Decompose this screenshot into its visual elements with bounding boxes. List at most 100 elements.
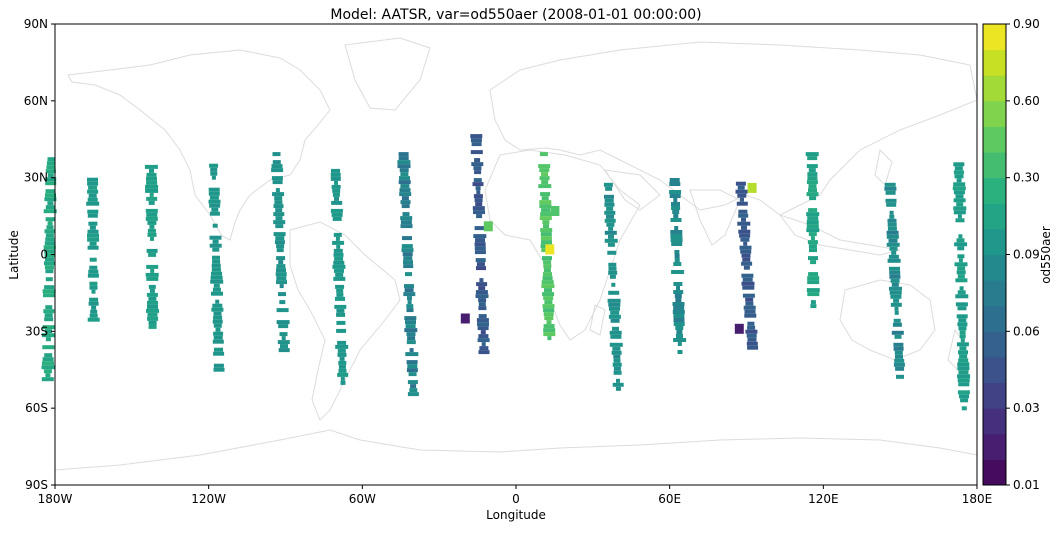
swath-cell	[957, 266, 966, 271]
swath-cell	[212, 223, 218, 228]
swath-cell	[211, 307, 224, 312]
swath-cell	[213, 351, 225, 356]
swath-cell	[45, 193, 56, 198]
swath-cell	[888, 254, 899, 259]
swath-cell	[44, 241, 55, 246]
swath-4	[271, 152, 290, 353]
swath-cell	[739, 233, 751, 238]
swath-cell	[541, 196, 549, 201]
swath-cell	[538, 164, 551, 169]
swath-cell	[403, 260, 413, 265]
colorbar-band	[983, 408, 1006, 435]
swath-cell	[608, 262, 617, 267]
swath-cell	[279, 284, 284, 289]
swath-cell	[340, 376, 345, 381]
swath-cell	[673, 322, 685, 326]
swath-cell	[89, 225, 96, 230]
swath-cell	[954, 174, 964, 179]
swath-cell	[956, 342, 969, 347]
swath-cell	[961, 406, 967, 411]
swath-cell	[42, 345, 55, 350]
swath-cell	[398, 180, 411, 185]
swath-cell	[807, 172, 818, 177]
swath-cell	[274, 240, 285, 245]
swath-cell	[807, 216, 819, 221]
swath-cell	[953, 162, 965, 167]
y-tick-label: 90S	[25, 478, 48, 492]
swath-cell	[743, 265, 750, 270]
y-axis-label: Latitude	[7, 230, 21, 279]
swath-cell	[740, 237, 750, 242]
swath-cell	[675, 326, 684, 330]
swath-cell	[539, 168, 550, 173]
swath-cell	[337, 352, 347, 357]
colorbar-band	[983, 305, 1006, 332]
swath-cell	[610, 318, 620, 323]
swath-cell	[334, 180, 338, 185]
colorbar-band	[983, 100, 1006, 127]
swath-13	[884, 182, 905, 379]
swath-cell	[886, 242, 900, 247]
swath-cell	[333, 232, 342, 237]
swath-cell	[335, 272, 344, 277]
swath-cell	[737, 221, 751, 226]
swath-cell	[893, 318, 901, 323]
swath-cell	[806, 288, 820, 293]
swath-cell	[476, 282, 488, 287]
swath-cell	[400, 184, 410, 189]
swath-cell	[540, 232, 552, 237]
swath-cell	[893, 346, 904, 351]
swath-cell	[671, 202, 680, 206]
swath-cell	[889, 270, 901, 275]
swath-cell	[407, 392, 419, 397]
swath-cell	[478, 298, 487, 303]
swath-cell	[957, 322, 968, 327]
swath-cell	[809, 196, 817, 201]
swath-cell	[406, 304, 414, 309]
swath-cell	[330, 208, 343, 213]
swath-cell	[334, 196, 339, 201]
swath-cell	[677, 342, 682, 346]
swath-cell	[336, 292, 344, 297]
swath-cell	[333, 252, 344, 257]
swath-cell	[604, 194, 614, 199]
swath-cell	[211, 207, 219, 212]
swath-cell	[332, 240, 345, 245]
swath-cell	[479, 278, 484, 283]
swath-cell	[806, 228, 820, 233]
swath-cell	[952, 186, 966, 191]
swath-cell	[893, 362, 905, 367]
swath-cell	[747, 321, 755, 326]
swath-cell	[409, 348, 414, 353]
swath-cell	[478, 286, 486, 291]
swath-cell	[953, 210, 966, 215]
swath-cell	[543, 312, 554, 317]
swath-cell	[613, 370, 622, 375]
swath-3	[208, 163, 225, 372]
swath-cell	[473, 194, 483, 199]
swath-cell	[676, 330, 683, 334]
swath-cell	[605, 186, 613, 191]
colorbar-band	[983, 152, 1006, 179]
swath-cell	[540, 192, 551, 197]
swath-cell	[147, 300, 158, 305]
swath-cell	[738, 213, 749, 218]
swath-cell	[609, 274, 616, 279]
swath-cell	[407, 336, 416, 341]
swath-cell	[612, 362, 622, 367]
swath-cell	[671, 270, 685, 274]
swath-cell	[608, 314, 621, 319]
swath-cell	[339, 356, 345, 361]
swath-cell	[741, 225, 747, 230]
swath-cell	[959, 354, 968, 359]
colorbar-tick-label: 0.03	[1013, 401, 1040, 415]
coastline-madagascar	[589, 304, 606, 336]
swath-cell	[213, 331, 224, 336]
swath-cell	[399, 176, 410, 181]
colorbar-tick-label: 0.01	[1013, 478, 1040, 492]
swath-cell	[746, 333, 757, 338]
swath-5	[330, 168, 349, 385]
swath-cell	[677, 350, 683, 354]
swath-cell	[894, 350, 903, 355]
swath-cell	[611, 350, 622, 355]
